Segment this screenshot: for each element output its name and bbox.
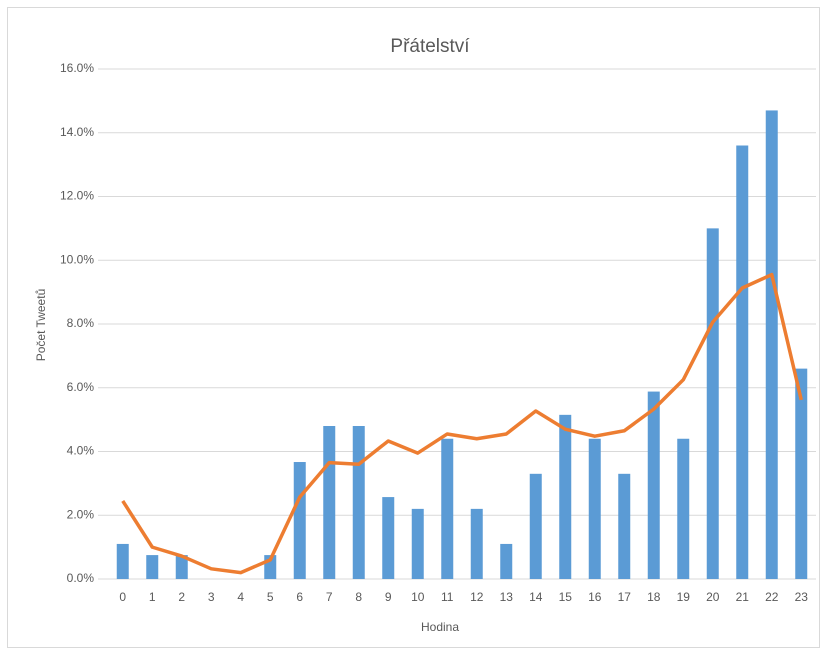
x-tick-label: 5 (267, 590, 274, 604)
x-tick-label: 8 (355, 590, 362, 604)
bar (647, 391, 660, 579)
bar (352, 426, 365, 579)
x-tick-label: 15 (559, 590, 573, 604)
x-tick-label: 6 (296, 590, 303, 604)
x-tick-label: 16 (588, 590, 602, 604)
y-tick-label: 0.0% (67, 571, 95, 585)
bar (559, 414, 572, 579)
bar (618, 473, 631, 579)
bar (323, 426, 336, 579)
x-tick-label: 10 (411, 590, 425, 604)
x-tick-label: 7 (326, 590, 333, 604)
x-tick-label: 1 (149, 590, 156, 604)
y-tick-label: 8.0% (67, 316, 95, 330)
x-axis-label: Hodina (421, 620, 459, 634)
x-tick-label: 20 (706, 590, 720, 604)
y-axis-label: Počet Tweetů (34, 289, 48, 362)
bar (588, 438, 601, 579)
x-tick-label: 21 (736, 590, 750, 604)
x-tick-label: 22 (765, 590, 779, 604)
bar (146, 555, 159, 579)
x-tick-label: 14 (529, 590, 543, 604)
bar (736, 145, 749, 579)
y-tick-label: 12.0% (60, 189, 94, 203)
x-tick-label: 19 (677, 590, 691, 604)
bar (116, 543, 129, 579)
bar (795, 368, 808, 579)
bar (382, 497, 395, 579)
bar (529, 473, 542, 579)
x-tick-label: 12 (470, 590, 484, 604)
bar (500, 543, 513, 579)
x-tick-label: 0 (119, 590, 126, 604)
x-tick-label: 17 (618, 590, 632, 604)
x-tick-label: 13 (500, 590, 514, 604)
x-tick-label: 11 (441, 590, 454, 604)
x-tick-label: 18 (647, 590, 661, 604)
bar (441, 438, 454, 579)
bar (677, 438, 690, 579)
bar (765, 110, 778, 579)
bar (175, 555, 188, 579)
x-tick-label: 3 (208, 590, 215, 604)
bar (470, 508, 483, 579)
y-tick-label: 2.0% (67, 507, 95, 521)
chart-title: Přátelství (390, 36, 470, 57)
x-tick-label: 2 (178, 590, 185, 604)
x-tick-label: 4 (237, 590, 244, 604)
y-tick-label: 14.0% (60, 125, 94, 139)
x-tick-label: 9 (385, 590, 392, 604)
bar (411, 508, 424, 579)
y-tick-label: 16.0% (60, 61, 94, 75)
x-tick-label: 23 (795, 590, 809, 604)
y-tick-label: 6.0% (67, 380, 95, 394)
bar (293, 462, 306, 579)
y-tick-label: 10.0% (60, 252, 94, 266)
bar (706, 228, 719, 579)
y-tick-label: 4.0% (67, 444, 95, 458)
line (121, 272, 803, 575)
